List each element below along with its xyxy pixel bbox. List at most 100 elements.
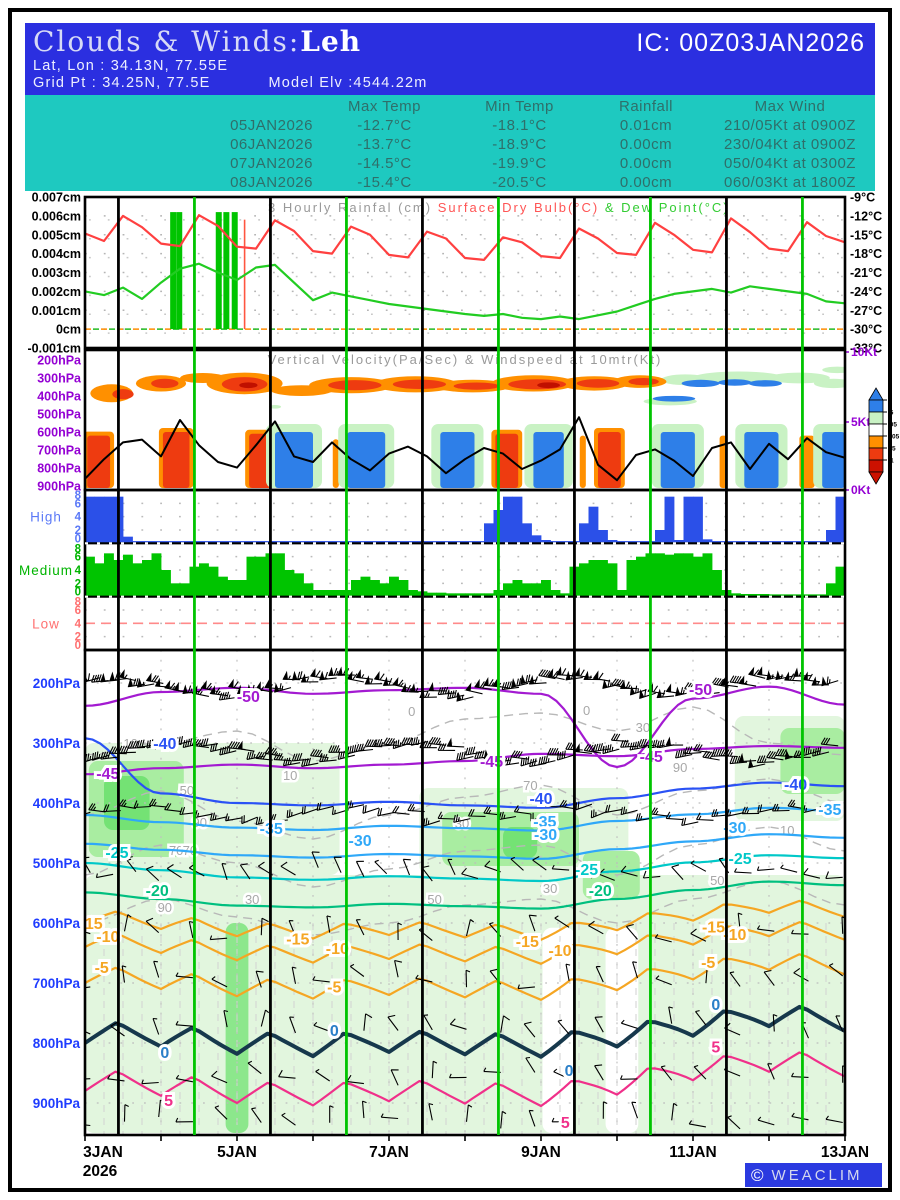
svg-text:50: 50 <box>180 783 194 798</box>
svg-text:11JAN: 11JAN <box>669 1144 716 1161</box>
table-cell: 0.00cm <box>619 174 673 191</box>
axis-labels: 200hPa 300hPa 400hPa 500hPa 600hPa 700hPa 800h… <box>27 191 882 1181</box>
svg-text:-35: -35 <box>818 802 841 819</box>
svg-text:-45: -45 <box>96 766 119 783</box>
svg-text:-1: -1 <box>888 458 894 465</box>
svg-text:-25: -25 <box>729 851 752 868</box>
svg-text:-0.001cm: -0.001cm <box>27 342 81 356</box>
logo-text: WEACLIM <box>771 1166 863 1184</box>
svg-text:8: 8 <box>75 543 82 555</box>
svg-text:-18°C: -18°C <box>850 247 882 261</box>
svg-text:4: 4 <box>75 618 82 630</box>
table-cell: 0.00cm <box>619 136 673 153</box>
table-cell: -14.5°C <box>357 155 412 172</box>
svg-text:Low: Low <box>32 616 60 631</box>
forecast-summary-table: Max Temp Min Temp Rainfall Max Wind 05JAN202… <box>25 95 875 191</box>
svg-text:5: 5 <box>164 1093 173 1110</box>
svg-text:0: 0 <box>583 703 590 718</box>
cloud-panel-low: 864 20 Low <box>32 597 845 652</box>
svg-text:900hPa: 900hPa <box>33 1096 81 1111</box>
svg-text:30: 30 <box>245 892 259 907</box>
cloud-panel-high: 86 420 High <box>30 490 846 545</box>
rainfall-temp-panel: 3 Hourly Rainfal (cm) Surface Dry Bulb(°… <box>85 200 845 334</box>
svg-text:0.007cm: 0.007cm <box>32 191 81 205</box>
svg-text:7JAN: 7JAN <box>369 1144 409 1161</box>
svg-text:800hPa: 800hPa <box>37 462 82 476</box>
svg-text:-10: -10 <box>326 941 349 958</box>
svg-text:-15°C: -15°C <box>850 228 882 242</box>
svg-text:-10: -10 <box>548 943 571 960</box>
svg-text:400hPa: 400hPa <box>37 390 82 404</box>
table-cell: 0.00cm <box>619 155 673 172</box>
svg-text:500hPa: 500hPa <box>33 856 81 871</box>
svg-text:High: High <box>30 510 62 525</box>
svg-text:.5: .5 <box>888 410 894 417</box>
svg-text:50: 50 <box>710 873 724 888</box>
model-elevation-text: Model Elv :4544.22m <box>268 75 428 91</box>
svg-text:10: 10 <box>283 768 297 783</box>
table-header: Min Temp <box>485 98 554 115</box>
table-row-date: 08JAN2026 <box>230 174 313 191</box>
svg-text:1: 1 <box>888 398 892 405</box>
svg-text:0: 0 <box>160 1045 169 1062</box>
svg-text:-10: -10 <box>96 929 119 946</box>
grid-point-line: Grid Pt : 34.25N, 77.5E Model Elv :4544.2… <box>25 75 875 92</box>
page-border <box>8 8 892 1192</box>
table-cell: -18.9°C <box>492 136 547 153</box>
copyright-icon: © <box>751 1165 764 1185</box>
velocity-scale-bar: 1 .5 .05 -.05 -.5 -1 <box>868 387 900 485</box>
svg-text:70: 70 <box>523 778 537 793</box>
svg-text:-21°C: -21°C <box>850 266 882 280</box>
svg-text:3JAN: 3JAN <box>83 1144 123 1161</box>
svg-text:0: 0 <box>75 533 81 545</box>
svg-text:0.003cm: 0.003cm <box>32 266 81 280</box>
svg-text:30: 30 <box>543 881 557 896</box>
svg-text:300hPa: 300hPa <box>33 736 81 751</box>
svg-text:600hPa: 600hPa <box>37 426 82 440</box>
svg-text:4: 4 <box>75 512 82 524</box>
svg-text:3 Hourly Rainfal (cm) Surface: 3 Hourly Rainfal (cm) Surface Dry Bulb(°… <box>268 200 730 215</box>
table-cell: 210/05Kt at 0900Z <box>724 117 856 134</box>
svg-text:90: 90 <box>673 760 687 775</box>
svg-text:-5: -5 <box>327 980 341 997</box>
svg-text:500hPa: 500hPa <box>37 408 82 422</box>
svg-text:Medium: Medium <box>19 563 73 578</box>
svg-text:4: 4 <box>75 565 82 577</box>
title-location: Leh <box>300 25 362 58</box>
svg-text:0.006cm: 0.006cm <box>32 209 81 223</box>
svg-text:-30: -30 <box>349 833 372 850</box>
svg-text:8: 8 <box>75 597 82 609</box>
svg-text:9JAN: 9JAN <box>521 1144 561 1161</box>
svg-text:-.05: -.05 <box>888 434 900 441</box>
svg-text:2: 2 <box>75 632 81 644</box>
svg-text:0: 0 <box>75 587 81 599</box>
svg-text:5: 5 <box>561 1115 570 1132</box>
table-cell: -12.7°C <box>357 117 412 134</box>
vertical-velocity-panel: Vertical Velocity(Pa/Sec) & Windspeed at… <box>85 352 845 488</box>
svg-text:-5: -5 <box>95 960 109 977</box>
svg-text:-20: -20 <box>589 883 612 900</box>
svg-text:0: 0 <box>565 1063 574 1080</box>
svg-text:-40: -40 <box>153 736 176 753</box>
weaclim-logo: © WEACLIM <box>745 1163 882 1187</box>
table-header: Max Temp <box>348 98 421 115</box>
svg-text:5Kt: 5Kt <box>851 415 870 429</box>
svg-text:0.002cm: 0.002cm <box>32 285 81 299</box>
table-cell: -13.7°C <box>357 136 412 153</box>
table-cell: 060/03Kt at 1800Z <box>724 174 856 191</box>
svg-text:800hPa: 800hPa <box>33 1036 81 1051</box>
table-cell: 050/04Kt at 0300Z <box>724 155 856 172</box>
svg-text:0.005cm: 0.005cm <box>32 228 81 242</box>
svg-text:300hPa: 300hPa <box>37 372 82 386</box>
svg-text:-5: -5 <box>701 955 715 972</box>
svg-text:-30°C: -30°C <box>850 323 882 337</box>
svg-text:-9°C: -9°C <box>850 191 875 205</box>
svg-text:0: 0 <box>330 1023 339 1040</box>
table-cell: -18.1°C <box>492 117 547 134</box>
table-cell: 0.01cm <box>619 117 673 134</box>
svg-text:0cm: 0cm <box>56 323 81 337</box>
table-row-date: 07JAN2026 <box>230 155 313 172</box>
